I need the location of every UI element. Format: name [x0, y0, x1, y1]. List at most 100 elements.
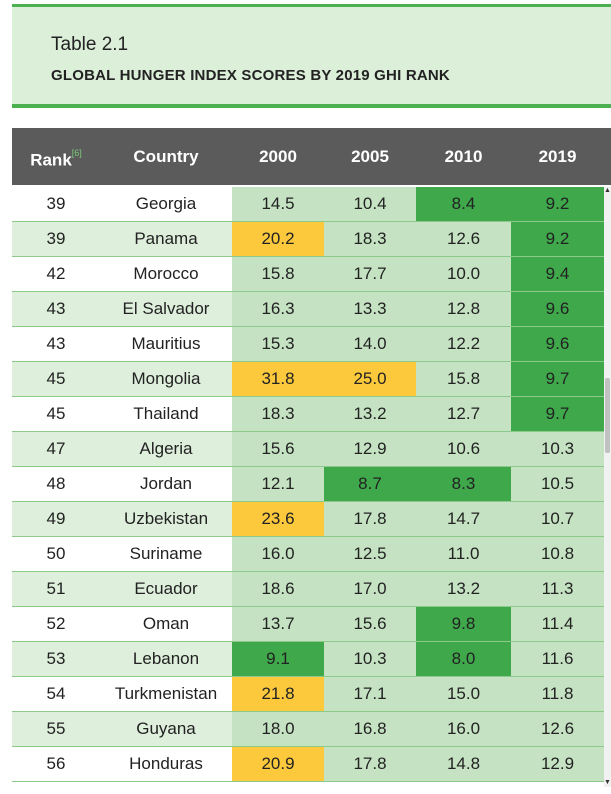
- score-cell: 14.7: [416, 502, 511, 536]
- score-cell: 9.6: [511, 292, 604, 326]
- score-cell: 15.3: [232, 327, 324, 361]
- score-cell: 10.6: [416, 432, 511, 466]
- table-row: 42 Morocco 15.8 17.7 10.0 9.4: [12, 257, 604, 292]
- rank-footnote-link[interactable]: [6]: [71, 148, 82, 158]
- table-subtitle: GLOBAL HUNGER INDEX SCORES BY 2019 GHI R…: [51, 67, 450, 84]
- score-cell: 15.8: [416, 362, 511, 396]
- table-row: 43 El Salvador 16.3 13.3 12.8 9.6: [12, 292, 604, 327]
- table-row: 51 Ecuador 18.6 17.0 13.2 11.3: [12, 572, 604, 607]
- table-row: 47 Algeria 15.6 12.9 10.6 10.3: [12, 432, 604, 467]
- score-cell: 10.4: [324, 187, 416, 221]
- vertical-scrollbar[interactable]: ▲ ▼: [604, 187, 611, 787]
- table-row: 43 Mauritius 15.3 14.0 12.2 9.6: [12, 327, 604, 362]
- score-cell: 12.6: [416, 222, 511, 256]
- score-cell: 10.5: [511, 467, 604, 501]
- rank-cell: 56: [12, 747, 100, 781]
- rank-cell: 52: [12, 607, 100, 641]
- rank-cell: 39: [12, 187, 100, 221]
- rank-cell: 43: [12, 327, 100, 361]
- score-cell: 15.0: [416, 677, 511, 711]
- score-cell: 18.3: [324, 222, 416, 256]
- score-cell: 9.8: [416, 607, 511, 641]
- rank-cell: 51: [12, 572, 100, 606]
- score-cell: 15.6: [232, 432, 324, 466]
- table-row: 56 Honduras 20.9 17.8 14.8 12.9: [12, 747, 604, 782]
- country-cell: Honduras: [100, 747, 232, 781]
- table-row: 45 Thailand 18.3 13.2 12.7 9.7: [12, 397, 604, 432]
- score-cell: 13.2: [416, 572, 511, 606]
- score-cell: 18.6: [232, 572, 324, 606]
- rank-cell: 50: [12, 537, 100, 571]
- scroll-down-arrow-icon[interactable]: ▼: [604, 779, 611, 786]
- score-cell: 9.7: [511, 362, 604, 396]
- score-cell: 9.6: [511, 327, 604, 361]
- score-cell: 8.4: [416, 187, 511, 221]
- rank-cell: 53: [12, 642, 100, 676]
- header-2010: 2010: [444, 147, 483, 166]
- score-cell: 16.3: [232, 292, 324, 326]
- score-cell: 20.2: [232, 222, 324, 256]
- header-2005: 2005: [351, 147, 389, 166]
- header-rank-label: Rank: [30, 150, 72, 170]
- rank-cell: 54: [12, 677, 100, 711]
- score-cell: 15.6: [324, 607, 416, 641]
- rank-cell: 49: [12, 502, 100, 536]
- table-label: Table 2.1: [51, 34, 129, 55]
- table-row: 52 Oman 13.7 15.6 9.8 11.4: [12, 607, 604, 642]
- table-row: 54 Turkmenistan 21.8 17.1 15.0 11.8: [12, 677, 604, 712]
- country-cell: Suriname: [100, 537, 232, 571]
- score-cell: 8.0: [416, 642, 511, 676]
- score-cell: 15.8: [232, 257, 324, 291]
- country-cell: Algeria: [100, 432, 232, 466]
- score-cell: 21.8: [232, 677, 324, 711]
- score-cell: 11.0: [416, 537, 511, 571]
- score-cell: 18.3: [232, 397, 324, 431]
- rank-cell: 42: [12, 257, 100, 291]
- score-cell: 12.5: [324, 537, 416, 571]
- score-cell: 17.7: [324, 257, 416, 291]
- score-cell: 8.3: [416, 467, 511, 501]
- score-cell: 10.3: [324, 642, 416, 676]
- table-body: 39 Georgia 14.5 10.4 8.4 9.2 39 Panama 20.2 18.3 1…: [12, 187, 604, 782]
- country-cell: Mauritius: [100, 327, 232, 361]
- country-cell: El Salvador: [100, 292, 232, 326]
- score-cell: 17.0: [324, 572, 416, 606]
- table-row: 49 Uzbekistan 23.6 17.8 14.7 10.7: [12, 502, 604, 537]
- score-cell: 11.4: [511, 607, 604, 641]
- score-cell: 12.1: [232, 467, 324, 501]
- header-2000: 2000: [259, 147, 297, 166]
- country-cell: Thailand: [100, 397, 232, 431]
- country-cell: Lebanon: [100, 642, 232, 676]
- country-cell: Ecuador: [100, 572, 232, 606]
- scroll-up-arrow-icon[interactable]: ▲: [604, 187, 611, 194]
- table-row: 48 Jordan 12.1 8.7 8.3 10.5: [12, 467, 604, 502]
- score-cell: 9.4: [511, 257, 604, 291]
- country-cell: Guyana: [100, 712, 232, 746]
- rank-cell: 55: [12, 712, 100, 746]
- score-cell: 12.7: [416, 397, 511, 431]
- score-cell: 20.9: [232, 747, 324, 781]
- table-row: 55 Guyana 18.0 16.8 16.0 12.6: [12, 712, 604, 747]
- score-cell: 14.5: [232, 187, 324, 221]
- score-cell: 9.7: [511, 397, 604, 431]
- score-cell: 10.8: [511, 537, 604, 571]
- score-cell: 13.3: [324, 292, 416, 326]
- score-cell: 12.2: [416, 327, 511, 361]
- table-header: Rank[6] Country 2000 2005 2010 2019: [12, 128, 611, 185]
- rank-cell: 45: [12, 362, 100, 396]
- score-cell: 9.1: [232, 642, 324, 676]
- score-cell: 16.8: [324, 712, 416, 746]
- country-cell: Morocco: [100, 257, 232, 291]
- rank-cell: 47: [12, 432, 100, 466]
- table-row: 39 Panama 20.2 18.3 12.6 9.2: [12, 222, 604, 257]
- country-cell: Oman: [100, 607, 232, 641]
- score-cell: 11.3: [511, 572, 604, 606]
- score-cell: 11.8: [511, 677, 604, 711]
- score-cell: 10.7: [511, 502, 604, 536]
- score-cell: 13.2: [324, 397, 416, 431]
- country-cell: Jordan: [100, 467, 232, 501]
- table-row: 45 Mongolia 31.8 25.0 15.8 9.7: [12, 362, 604, 397]
- score-cell: 17.8: [324, 747, 416, 781]
- scrollbar-thumb[interactable]: [605, 378, 610, 453]
- table-row: 53 Lebanon 9.1 10.3 8.0 11.6: [12, 642, 604, 677]
